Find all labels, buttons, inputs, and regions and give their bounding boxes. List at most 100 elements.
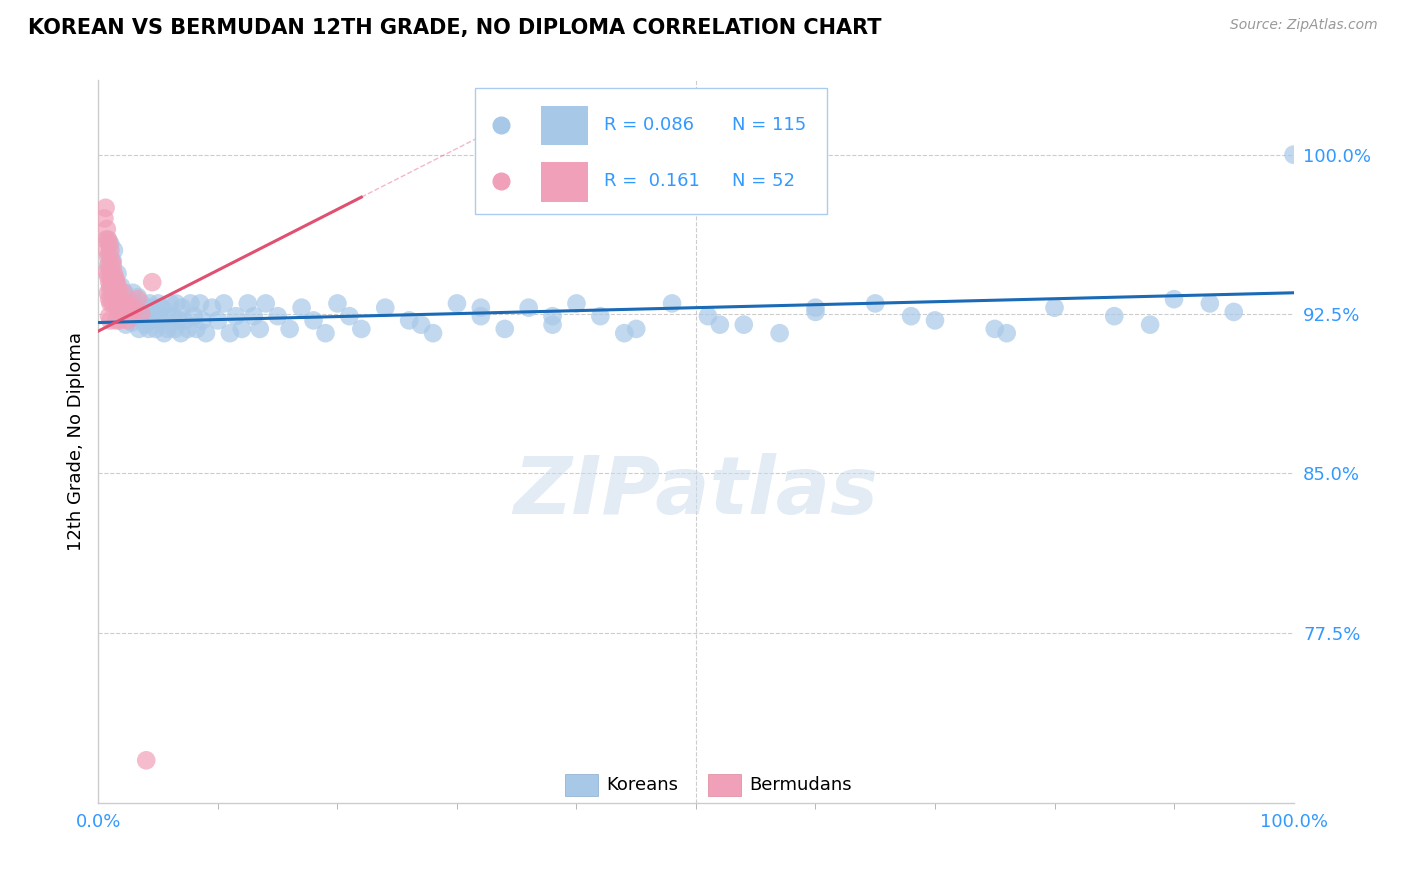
Point: [422, 326, 444, 340]
Point: [145, 322, 167, 336]
Point: [98, 279, 122, 293]
Point: [93, 211, 115, 226]
Point: [107, 267, 129, 281]
Point: [124, 296, 146, 310]
Point: [236, 296, 259, 310]
Point: [167, 313, 190, 327]
Text: R =  0.161: R = 0.161: [605, 172, 700, 190]
Point: [103, 285, 125, 300]
Point: [98, 236, 122, 251]
Point: [326, 296, 349, 310]
Point: [115, 301, 138, 315]
Point: [127, 292, 149, 306]
Point: [98, 247, 121, 261]
Point: [626, 322, 648, 336]
Point: [709, 318, 731, 332]
Point: [1043, 301, 1066, 315]
Point: [315, 326, 337, 340]
Point: [98, 244, 122, 258]
Point: [291, 301, 314, 315]
FancyBboxPatch shape: [475, 87, 827, 214]
Point: [100, 253, 122, 268]
Point: [278, 322, 301, 336]
Text: KOREAN VS BERMUDAN 12TH GRADE, NO DIPLOMA CORRELATION CHART: KOREAN VS BERMUDAN 12TH GRADE, NO DIPLOM…: [28, 18, 882, 37]
Text: R = 0.086: R = 0.086: [605, 116, 695, 134]
Point: [98, 264, 122, 278]
Point: [219, 326, 242, 340]
Point: [114, 285, 136, 300]
Point: [98, 275, 121, 289]
Point: [101, 279, 124, 293]
Point: [98, 236, 121, 251]
Point: [136, 309, 159, 323]
Point: [865, 296, 887, 310]
Bar: [541, 105, 589, 145]
Point: [97, 258, 120, 272]
Point: [195, 326, 218, 340]
Text: N = 115: N = 115: [733, 116, 806, 134]
Point: [179, 296, 201, 310]
Point: [149, 313, 172, 327]
Point: [494, 322, 516, 336]
Point: [589, 309, 612, 323]
Point: [108, 290, 131, 304]
Point: [118, 296, 141, 310]
Point: [984, 322, 1007, 336]
Point: [98, 292, 121, 306]
Point: [188, 296, 211, 310]
Point: [156, 322, 179, 336]
Point: [105, 313, 128, 327]
Point: [150, 301, 173, 315]
Point: [115, 318, 138, 332]
Point: [114, 296, 136, 310]
Point: [107, 301, 129, 315]
Point: [131, 296, 153, 310]
Point: [1282, 147, 1305, 161]
Point: [733, 318, 755, 332]
Point: [183, 309, 205, 323]
Point: [96, 222, 118, 236]
Point: [1139, 318, 1161, 332]
Point: [267, 309, 290, 323]
Point: [924, 313, 946, 327]
Point: [98, 284, 122, 298]
Point: [117, 292, 139, 306]
Point: [177, 322, 200, 336]
Point: [374, 301, 396, 315]
Point: [128, 322, 150, 336]
Point: [105, 275, 128, 289]
Point: [350, 322, 373, 336]
Bar: [565, 774, 598, 796]
Point: [101, 258, 124, 272]
Point: [541, 318, 564, 332]
Point: [104, 292, 127, 306]
Point: [112, 285, 135, 300]
Point: [155, 309, 177, 323]
Point: [139, 296, 162, 310]
Point: [142, 301, 165, 315]
Point: [191, 313, 214, 327]
Point: [132, 305, 155, 319]
Point: [104, 271, 127, 285]
Point: [446, 296, 468, 310]
Point: [94, 201, 117, 215]
Point: [105, 292, 128, 306]
Point: [129, 309, 152, 323]
Point: [565, 296, 588, 310]
Point: [121, 316, 143, 330]
Point: [112, 296, 135, 310]
Point: [163, 322, 186, 336]
Point: [254, 296, 277, 310]
Point: [96, 244, 118, 258]
Point: [124, 309, 146, 323]
Point: [100, 292, 122, 306]
Point: [470, 301, 492, 315]
Point: [120, 305, 142, 319]
Point: [110, 296, 132, 310]
Y-axis label: 12th Grade, No Diploma: 12th Grade, No Diploma: [66, 332, 84, 551]
Point: [105, 275, 128, 289]
Point: [107, 307, 129, 321]
Point: [111, 301, 134, 315]
Point: [135, 753, 157, 767]
Point: [100, 267, 122, 281]
